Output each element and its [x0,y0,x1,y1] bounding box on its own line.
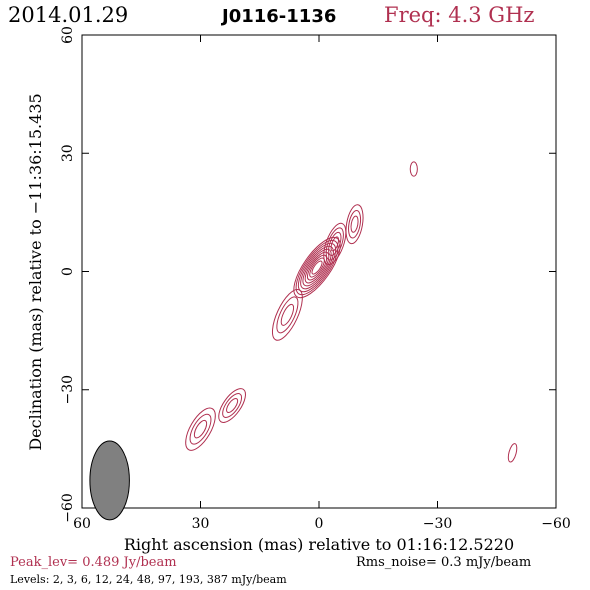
y-tick-label: 30 [60,144,76,162]
x-tick-label: 60 [73,516,91,532]
x-tick-label: 0 [315,516,324,532]
contour-line [330,236,340,252]
contour-line [328,231,342,256]
contour-line [271,288,303,341]
contour-line [189,413,212,445]
component-knot-sw1 [271,288,303,341]
contour-line [302,248,332,287]
source-name: J0116-1136 [220,6,336,27]
contour-line [276,296,299,334]
contour-line [193,419,208,439]
y-axis-label: Declination (mas) relative to −11:36:15.… [26,93,45,450]
contour-line [295,239,339,296]
component-spot-e [507,443,518,463]
contour-line [306,254,328,281]
frequency-label: Freq: 4.3 GHz [384,3,534,27]
contour-line [311,260,323,275]
contour-line [304,251,330,284]
component-knot-sw2 [185,407,216,451]
rms-noise: Rms_noise= 0.3 mJy/beam [356,555,531,570]
peak-level: Peak_lev= 0.489 Jy/beam [10,555,177,570]
component-knot-sw3 [218,388,246,423]
contour-line [348,209,362,239]
contour-line [350,215,359,233]
contour-line [185,407,216,451]
contour-line [222,393,243,418]
component-knot-ne1 [323,222,347,265]
y-tick-label: −60 [60,493,76,523]
contour-line [280,303,295,326]
contour-levels: Levels: 2, 3, 6, 12, 24, 48, 97, 193, 38… [10,573,287,586]
contour-line [507,443,518,463]
contour-line [218,388,246,423]
beam-ellipse [89,440,130,521]
tick-labels: 60 30 0 −30 −60 −60 −30 0 30 60 [60,26,571,532]
contour-line [300,245,334,290]
contour-line [345,204,364,245]
contour-line [323,222,347,265]
y-tick-label: −30 [60,375,76,405]
contour-line [293,236,341,299]
observation-date: 2014.01.29 [8,3,128,27]
x-axis-label: Right ascension (mas) relative to 01:16:… [124,535,514,554]
x-tick-label: −30 [423,516,453,532]
beam-layer [89,440,130,521]
component-knot-ne2 [345,204,364,245]
x-tick-label: 30 [192,516,210,532]
contour-line [309,257,325,278]
contour-line [409,161,418,177]
contour-map [185,161,518,463]
component-spot-ne [409,161,418,177]
x-tick-label: −60 [541,516,571,532]
contour-line [325,227,344,261]
axis-ticks [81,34,557,509]
y-tick-label: 0 [60,267,76,276]
y-tick-label: 60 [60,26,76,44]
contour-line [226,398,239,414]
